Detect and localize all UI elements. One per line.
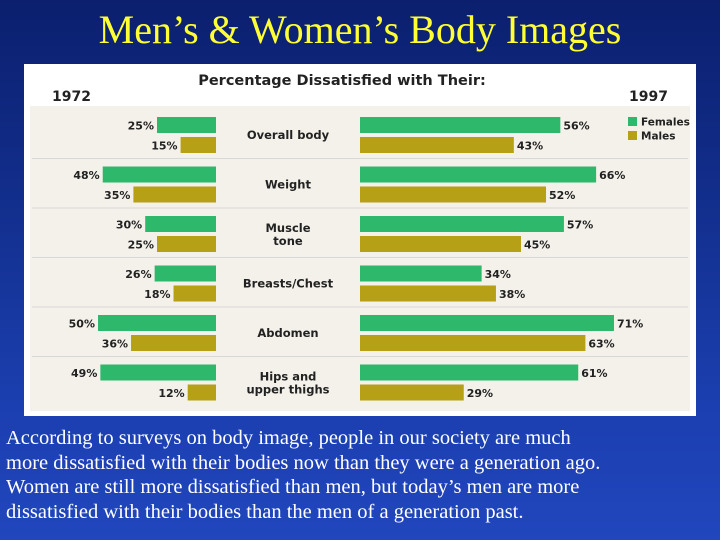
male-1972-value-label: 35% [104,189,130,202]
male-1997-bar [360,186,547,203]
male-1972-bar [187,384,216,401]
category-label: tone [273,234,303,248]
legend-label-males: Males [641,131,676,143]
female-1972-bar [98,315,216,331]
male-1997-bar [360,335,586,351]
category-label: Weight [265,178,311,192]
female-1997-value-label: 56% [563,120,589,133]
slide-title: Men’s & Women’s Body Images [98,7,622,52]
male-1997-bar [360,285,496,302]
female-1997-value-label: 61% [581,367,607,380]
female-1997-value-label: 34% [485,268,511,281]
male-1972-value-label: 36% [102,338,128,351]
female-1972-bar [154,265,216,282]
female-1972-value-label: 48% [73,169,99,182]
male-1972-value-label: 25% [128,239,154,252]
female-1972-value-label: 30% [116,219,142,232]
category-label: Hips and [260,370,317,384]
category-label: Overall body [247,128,330,142]
caption: According to surveys on body image, peop… [6,426,716,524]
female-1972-bar [102,166,216,183]
male-1997-value-label: 63% [588,338,614,351]
legend-swatch-females [628,117,637,126]
legend: Females Males [628,117,690,143]
female-1997-value-label: 57% [567,219,593,232]
left-year-label: 1972 [52,89,91,105]
category-label: Muscle [265,221,310,235]
male-1997-bar [360,384,464,401]
male-1972-value-label: 18% [144,288,170,301]
male-1972-bar [133,186,216,203]
female-1972-value-label: 25% [128,120,154,133]
female-1997-bar [360,364,579,381]
legend-swatch-males [628,131,637,140]
male-1972-bar [157,236,216,252]
caption-line: more dissatisfied with their bodies now … [6,451,601,474]
male-1997-value-label: 45% [524,239,550,252]
caption-line: Women are still more dissatisfied than m… [6,476,580,498]
male-1972-value-label: 15% [151,140,177,153]
caption-line: According to surveys on body image, peop… [6,427,571,449]
female-1972-bar [145,216,216,232]
right-year-label: 1997 [629,89,668,105]
chart-title: Percentage Dissatisfied with Their: [198,73,486,89]
male-1972-bar [180,137,216,153]
male-1972-value-label: 12% [158,387,184,400]
male-1997-bar [360,236,521,252]
female-1997-bar [360,216,564,232]
male-1997-value-label: 43% [517,140,543,153]
female-1972-bar [100,364,216,381]
female-1997-value-label: 71% [617,318,643,331]
male-1972-bar [173,285,216,302]
female-1972-value-label: 49% [71,367,97,380]
male-1997-value-label: 52% [549,189,575,202]
category-label: upper thighs [246,383,329,397]
female-1972-value-label: 26% [125,268,151,281]
male-1997-bar [360,137,514,153]
female-1997-bar [360,166,597,183]
female-1972-value-label: 50% [69,318,95,331]
chart-marks: 25% 56% 15% 43% Overall body 48% 66% 35% 52% Weig… [32,117,688,401]
category-label: Abdomen [257,326,318,340]
caption-line: dissatisfied with their bodies than the … [6,500,524,523]
female-1997-bar [360,265,482,282]
male-1997-value-label: 29% [467,387,493,400]
plot-area [30,106,690,411]
female-1997-bar [360,117,561,133]
male-1997-value-label: 38% [499,288,525,301]
body-dissatisfaction-chart: Percentage Dissatisfied with Their: 1972… [30,73,690,411]
female-1997-bar [360,315,614,331]
male-1972-bar [131,335,216,351]
legend-label-females: Females [641,117,690,129]
female-1972-bar [157,117,216,133]
female-1997-value-label: 66% [599,169,625,182]
category-label: Breasts/Chest [243,277,334,291]
chart-panel: Percentage Dissatisfied with Their: 1972… [24,64,696,416]
